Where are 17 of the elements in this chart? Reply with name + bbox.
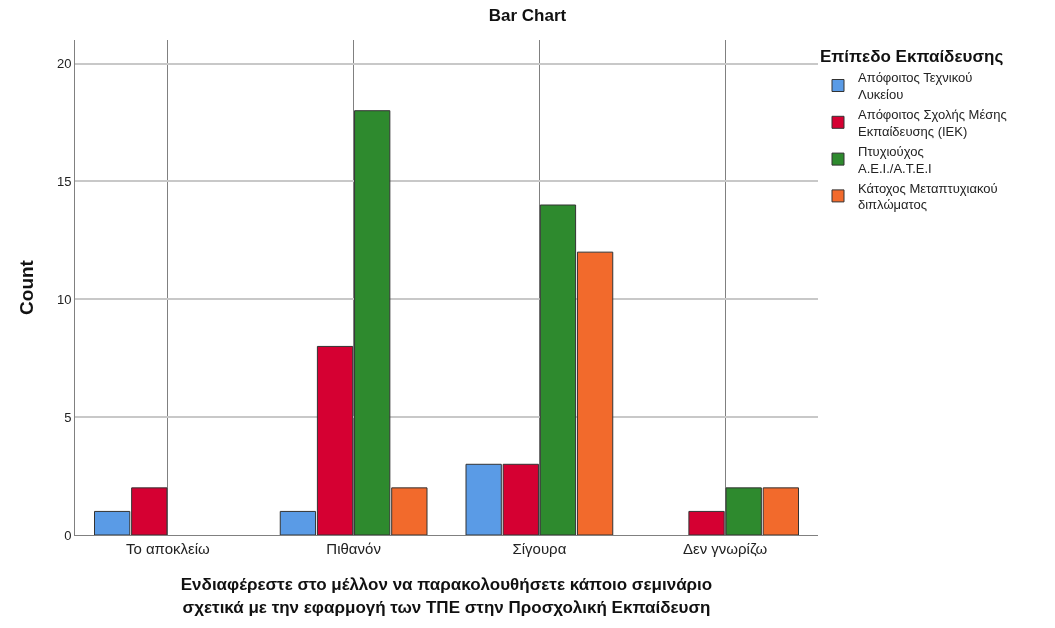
- legend-label: Απόφοιτος Τεχνικού Λυκείου: [858, 70, 973, 103]
- x-tick-label: Σίγουρα: [512, 540, 567, 557]
- chart-title: Bar Chart: [488, 6, 567, 26]
- x-axis-title: Ενδιαφέρεστε στο μέλλον να παρακολουθήσετε κάποιο σεμινάριο σχετικά με την εφαρμογή των ΤΠΕ στην Προσχολική Εκπαίδευση: [180, 575, 713, 617]
- legend-title: Επίπεδο Εκπαίδευσης: [820, 47, 1004, 67]
- y-tick-label: 15: [56, 173, 72, 189]
- legend-label: Πτυχιούχος Α.Ε.Ι./Α.Τ.Ε.Ι: [858, 143, 932, 176]
- y-tick-label: 20: [56, 56, 72, 72]
- x-tick-label: Το αποκλείω: [125, 540, 211, 557]
- y-axis-title: Count: [15, 259, 37, 315]
- x-tick-label: Δεν γνωρίζω: [682, 540, 768, 557]
- y-tick-label: 0: [64, 527, 72, 543]
- y-tick-label: 10: [56, 291, 72, 307]
- legend-label: Απόφοιτος Σχολής Μέσης Εκπαίδευσης (ΙΕΚ): [858, 106, 1007, 139]
- y-tick-label: 5: [64, 409, 72, 425]
- x-tick-label: Πιθανόν: [326, 540, 381, 557]
- legend-label: Κάτοχος Μεταπτυχιακού διπλώματος: [858, 180, 998, 213]
